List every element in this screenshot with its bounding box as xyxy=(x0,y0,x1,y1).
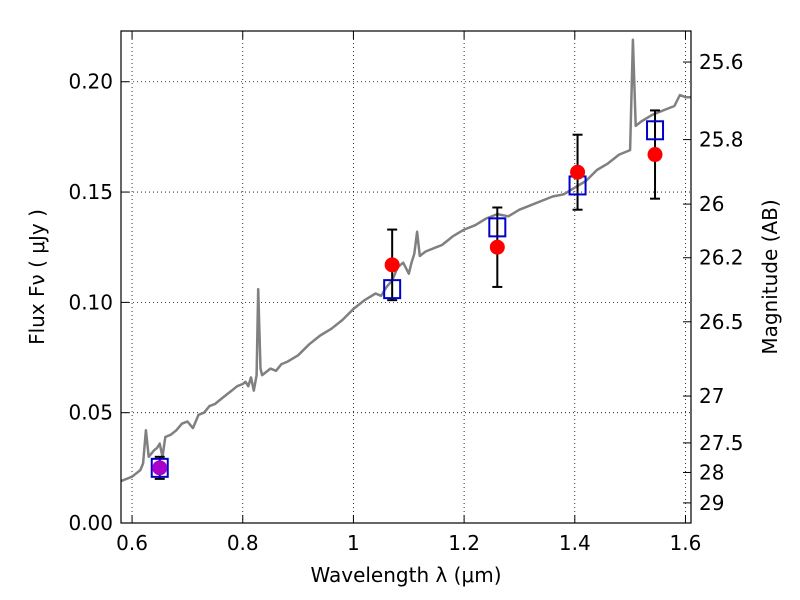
x-tick-label-5: 1.6 xyxy=(670,531,702,555)
x-tick-label-1: 0.8 xyxy=(227,531,259,555)
model-square-4 xyxy=(646,120,665,141)
model-square-1 xyxy=(383,279,402,300)
y2-axis-label: Magnitude (AB) xyxy=(758,199,782,354)
mag-tick-label-1: 25.8 xyxy=(699,128,744,152)
x-tick-label-0: 0.6 xyxy=(116,531,148,555)
y-axis-label: Flux Fν ( μJy ) xyxy=(25,209,49,345)
mag-tick-label-7: 28 xyxy=(699,460,724,484)
y-tick-label-2: 0.10 xyxy=(68,290,113,314)
plot-frame xyxy=(120,30,692,524)
x-tick-label-2: 1 xyxy=(347,531,360,555)
axis-ticks: 0.6 0.8 1 1.2 1.4 1.6 0.00 0.05 0.10 0.15 0.20 25.6… xyxy=(68,31,744,555)
markers xyxy=(150,109,665,480)
x-axis-label: Wavelength λ (μm) xyxy=(310,563,501,587)
observed-point-0-1 xyxy=(489,239,505,255)
mag-tick-label-5: 27 xyxy=(699,384,724,408)
mag-tick-label-8: 29 xyxy=(699,491,724,515)
model-square-2 xyxy=(488,217,507,238)
y-tick-label-1: 0.05 xyxy=(68,401,113,425)
observed-point-0-3 xyxy=(647,147,663,163)
x-tick-label-4: 1.4 xyxy=(559,531,591,555)
model-square-0 xyxy=(150,457,169,478)
mag-tick-label-4: 26.5 xyxy=(699,310,744,334)
mag-tick-label-3: 26.2 xyxy=(699,246,744,270)
plot-area xyxy=(121,38,691,483)
mag-tick-label-6: 27.5 xyxy=(699,431,744,455)
mag-tick-label-0: 25.6 xyxy=(699,50,744,74)
mag-tick-label-2: 26 xyxy=(699,192,724,216)
observed-point-1-0 xyxy=(152,460,168,476)
y-tick-label-0: 0.00 xyxy=(68,511,113,535)
observed-point-0-2 xyxy=(570,164,586,180)
observed-point-0-0 xyxy=(384,257,400,273)
y-tick-label-3: 0.15 xyxy=(68,180,113,204)
x-tick-label-3: 1.2 xyxy=(448,531,480,555)
y-tick-label-4: 0.20 xyxy=(68,70,113,94)
spectrum-line xyxy=(121,38,691,483)
